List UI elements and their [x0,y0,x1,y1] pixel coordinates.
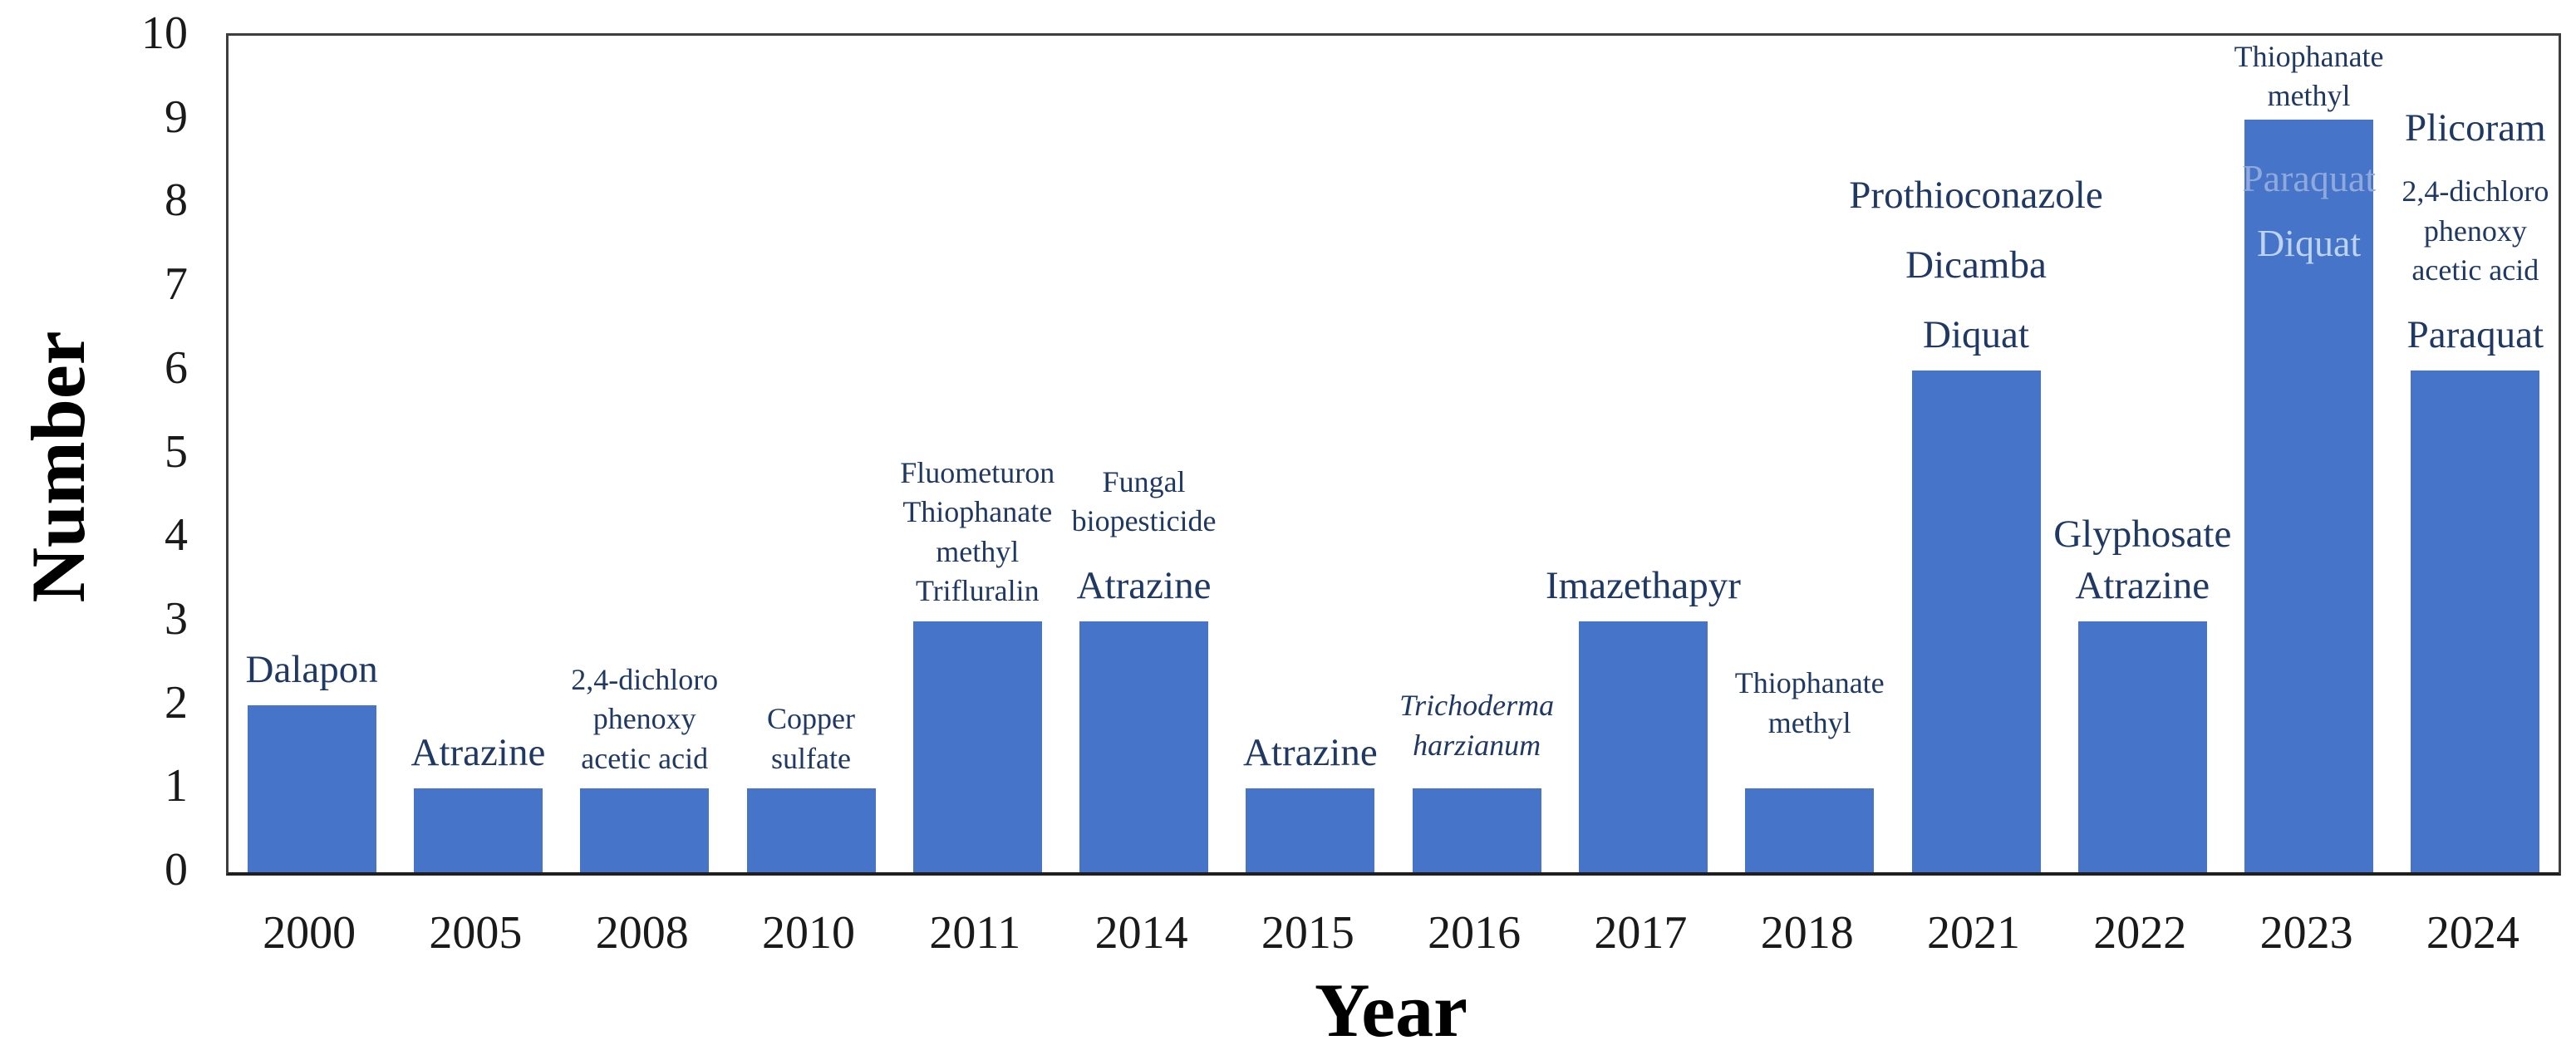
bar-annotation-line: sulfate [771,741,851,775]
bar-label-2014: Fungal biopesticide Atrazine [937,463,1352,611]
x-axis-title: Year [1315,968,1467,1053]
bar-2014 [1079,621,1209,872]
bar-annotation-line: Imazethapyr [1545,563,1741,607]
bar-annotation-line: biopesticide [1071,504,1217,538]
bar-annotation-line: Thiophanate [2234,39,2384,73]
bar-annotation-line: methyl [936,534,1020,568]
bar-2015 [1246,788,1375,872]
y-tick-label-1: 1 [165,760,188,812]
bar-annotation-line: 2,4-dichloro [571,662,719,696]
x-tick-label-2000: 2000 [263,907,356,959]
bar-2018 [1745,788,1875,872]
bar-2022 [2077,621,2207,872]
x-tick-label-2015: 2015 [1261,907,1354,959]
bar-label-2016: Trichoderma harzianum [1269,686,1684,765]
y-tick-label-7: 7 [165,258,188,311]
bar-annotation-line: Thiophanate [1734,666,1885,700]
x-tick-label-2024: 2024 [2426,907,2519,959]
bar-annotation-line: Atrazine [1242,731,1378,775]
bar-annotation-line: methyl [2267,79,2351,113]
x-tick-label-2008: 2008 [595,907,689,959]
bar-annotation-line: harzianum [1413,728,1541,762]
bar-label-2010: Copper sulfate [603,699,1019,778]
bar-label-2011: Fluometuron Thiophanate methyl Trifluralin [769,454,1185,611]
y-tick-label-0: 0 [165,844,188,896]
y-tick-label-5: 5 [165,425,188,478]
bar-annotation-line: Trifluralin [915,574,1040,608]
bar-label-2000: Dalapon [104,644,519,695]
bar-annotation-line: Paraquat [2406,312,2544,356]
y-tick-label-3: 3 [165,592,188,645]
bar-annotation-line: 2,4-dichloro [2401,174,2549,209]
bar-2016 [1412,788,1541,872]
bar-label-2022: Glyphosate Atrazine [1934,508,2350,611]
bar-annotation-line: Atrazine [1076,563,1212,607]
bar-inside-labels-2023: Paraquat Diquat [2185,120,2434,269]
bar-annotation-line: acetic acid [581,741,709,775]
x-tick-label-2021: 2021 [1927,907,2020,959]
x-tick-label-2016: 2016 [1428,907,1522,959]
bar-2024 [2411,370,2540,872]
y-tick-label-6: 6 [165,341,188,394]
bar-inside-annotation-line: Paraquat [2242,156,2377,199]
y-tick-label-9: 9 [165,91,188,143]
bar-annotation-line: Glyphosate [2053,512,2232,556]
bar-2011 [912,621,1042,872]
x-tick-label-2011: 2011 [929,907,1021,959]
bar-label-2021: Prothioconazole Dicamba Diquat [1768,169,2184,361]
bar-2000 [247,704,376,872]
bar-2008 [580,788,710,872]
plot-area: Dalapon Atrazine 2,4-dichloro phenoxy acetic… [226,33,2561,876]
bar-annotation-line: phenoxy [2423,213,2527,248]
bar-2021 [1911,370,2041,872]
y-tick-label-2: 2 [165,676,188,729]
bar-annotation-line: Atrazine [2075,563,2210,607]
bar-label-2005: Atrazine [270,727,686,778]
bar-annotation-line: Atrazine [410,731,546,775]
bar-2005 [413,788,543,872]
bar-annotation-line: Thiophanate [902,495,1053,529]
y-tick-label-4: 4 [165,509,188,562]
x-tick-label-2023: 2023 [2259,907,2353,959]
bar-label-2017: Imazethapyr [1435,560,1851,611]
bar-label-2018: Thiophanate methyl [1602,664,2018,743]
bar-annotation-line: Dicamba [1905,243,2047,287]
bar-label-2023: Thiophanate methyl [2102,37,2517,116]
bar-annotation-line: phenoxy [592,702,696,736]
x-tick-label-2017: 2017 [1594,907,1688,959]
bar-annotation-line: Plicoram [2405,106,2546,150]
x-tick-label-2010: 2010 [762,907,855,959]
bar-annotation-line: Dalapon [245,647,378,691]
y-tick-label-10: 10 [141,7,188,59]
x-tick-label-2005: 2005 [429,907,523,959]
bar-2017 [1578,621,1708,872]
bar-annotation-line: Diquat [1923,312,2029,356]
bar-annotation-line: methyl [1767,705,1851,739]
bar-annotation-line: Fluometuron [900,455,1055,489]
x-tick-label-2014: 2014 [1094,907,1188,959]
bar-annotation-line: acetic acid [2411,253,2539,287]
bar-2010 [746,788,876,872]
x-tick-label-2018: 2018 [1760,907,1854,959]
bar-label-2008: 2,4-dichloro phenoxy acetic acid [437,660,853,779]
bar-2023 [2244,119,2374,872]
bar-annotation-line: Fungal [1102,464,1186,498]
bar-inside-annotation-line: Diquat [2256,221,2362,264]
x-tick-label-2022: 2022 [2093,907,2187,959]
bar-label-2015: Atrazine [1103,727,1518,778]
bar-annotation-line: Prothioconazole [1849,173,2103,217]
bar-label-2024: Plicoram 2,4-dichloro phenoxy acetic acid Pa… [2268,102,2576,361]
y-tick-label-8: 8 [165,174,188,227]
bar-annotation-line: Trichoderma [1399,689,1555,723]
bar-annotation-line: Copper [767,702,855,736]
